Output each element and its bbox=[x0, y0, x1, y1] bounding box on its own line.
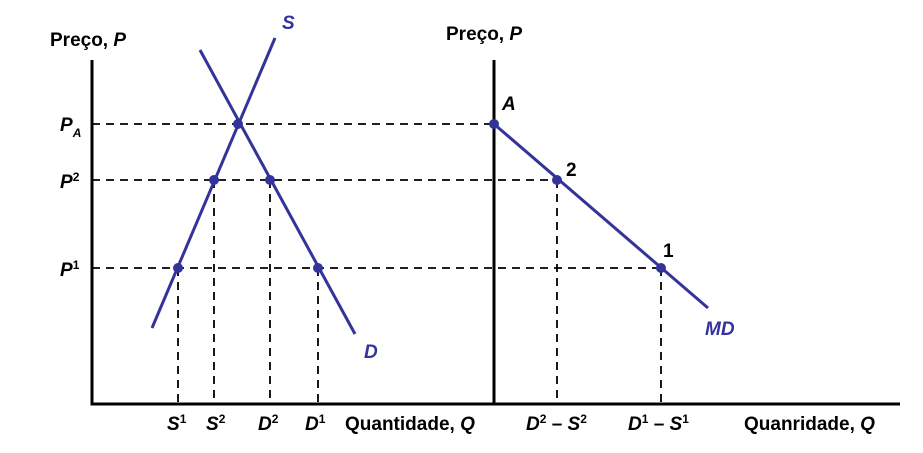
right-x-axis-label: Quanridade, Q bbox=[744, 414, 875, 435]
equilibrium-point bbox=[233, 119, 243, 129]
left-y-axis-label: Preço, P bbox=[50, 30, 126, 51]
quantity-label-d2: D2 bbox=[258, 412, 279, 435]
md-point-a bbox=[489, 119, 499, 129]
price-label-p2: P2 bbox=[60, 170, 80, 193]
quantity-label-s1: S1 bbox=[167, 412, 187, 435]
left-axes bbox=[90, 60, 496, 406]
quantity-label-d1-minus-s1: D1 – S1 bbox=[628, 412, 689, 435]
quantity-label-s2: S2 bbox=[206, 412, 226, 435]
left-x-axis-label: Quantidade, Q bbox=[345, 414, 475, 435]
right-y-axis-label: Preço, P bbox=[446, 24, 522, 45]
supply-point-1 bbox=[173, 263, 183, 273]
demand-point-1 bbox=[313, 263, 323, 273]
point-label-a: A bbox=[501, 94, 516, 115]
demand-curve bbox=[198, 49, 357, 335]
quantity-label-d1: D1 bbox=[305, 412, 326, 435]
demand-label: D bbox=[364, 342, 378, 363]
price-label-pa: PA bbox=[60, 115, 81, 140]
supply-point-2 bbox=[209, 175, 219, 185]
demand-point-2 bbox=[265, 175, 275, 185]
import-demand-curve bbox=[493, 122, 709, 310]
md-curve-label: MD bbox=[705, 319, 735, 340]
quantity-label-d2-minus-s2: D2 – S2 bbox=[526, 412, 587, 435]
md-point-2 bbox=[552, 175, 562, 185]
right-axes bbox=[492, 60, 900, 406]
md-point-1 bbox=[656, 263, 666, 273]
price-label-p1: P1 bbox=[60, 258, 80, 281]
supply-label: S bbox=[282, 13, 295, 34]
point-label-1: 1 bbox=[663, 241, 674, 262]
point-label-2: 2 bbox=[566, 160, 577, 181]
